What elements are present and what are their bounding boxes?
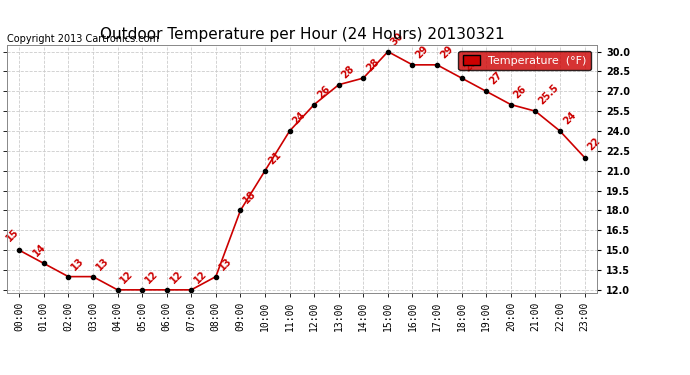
Text: 24: 24 (561, 110, 578, 126)
Text: 28: 28 (364, 57, 382, 74)
Text: 18: 18 (241, 189, 258, 206)
Text: 14: 14 (32, 242, 48, 258)
Text: 12: 12 (168, 268, 184, 285)
Legend: Temperature  (°F): Temperature (°F) (458, 51, 591, 70)
Text: 26: 26 (315, 83, 332, 100)
Text: 29: 29 (414, 44, 431, 60)
Text: Copyright 2013 Cartronics.com: Copyright 2013 Cartronics.com (7, 34, 159, 44)
Text: 22: 22 (586, 136, 602, 153)
Title: Outdoor Temperature per Hour (24 Hours) 20130321: Outdoor Temperature per Hour (24 Hours) … (99, 27, 504, 42)
Text: 13: 13 (70, 255, 86, 272)
Text: 29: 29 (438, 44, 455, 60)
Text: 13: 13 (94, 255, 111, 272)
Text: 26: 26 (512, 83, 529, 100)
Text: 12: 12 (193, 268, 209, 285)
Text: 13: 13 (217, 255, 234, 272)
Text: 24: 24 (290, 110, 308, 126)
Text: 21: 21 (266, 150, 283, 166)
Text: 28: 28 (340, 63, 357, 80)
Text: 28: 28 (463, 57, 480, 74)
Text: 12: 12 (119, 268, 135, 285)
Text: 27: 27 (487, 70, 504, 87)
Text: 30: 30 (389, 30, 406, 47)
Text: 25.5: 25.5 (537, 82, 561, 106)
Text: 12: 12 (144, 268, 160, 285)
Text: 15: 15 (4, 227, 21, 243)
